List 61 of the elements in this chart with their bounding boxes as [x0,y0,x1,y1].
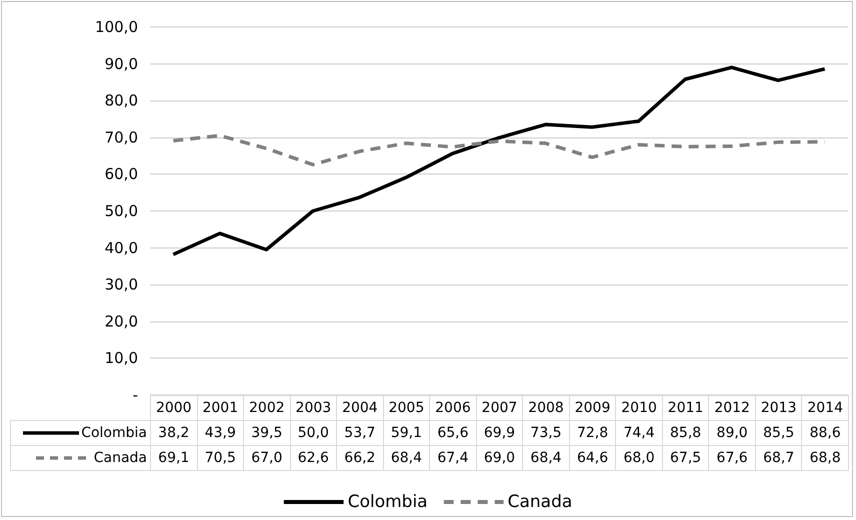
text: Colombia [348,492,428,512]
data-label: 59,1 [383,420,430,446]
x-tick-label: 2012 [708,396,756,420]
x-tick-label: 2013 [755,396,802,420]
data-label: 69,9 [476,420,523,446]
x-tick-label: 2009 [569,396,616,420]
data-label: 62,6 [290,446,337,470]
data-label: 85,5 [755,420,802,446]
data-label: 69,0 [476,446,523,470]
y-tick-label: 100,0 [95,18,138,36]
data-label: 68,0 [616,446,662,470]
x-tick-label: 2005 [383,396,430,420]
line-series [172,66,826,256]
data-label: 68,4 [522,446,570,470]
data-label: 69,1 [150,446,198,470]
legend-label: Canada [10,446,150,470]
data-label: 64,6 [569,446,616,470]
x-tick-label: 2006 [430,396,476,420]
data-label: 39,5 [244,420,290,446]
legend-label: Colombia [10,420,150,446]
x-tick-label: 2004 [336,396,384,420]
x-tick-label: 2014 [802,396,848,420]
y-tick-label: 60,0 [104,165,138,184]
data-label: 68,8 [802,446,848,470]
x-tick-label: 2000 [150,396,198,420]
x-tick-label: 2007 [476,396,523,420]
x-tick-label: 2003 [290,396,337,420]
data-label: 50,0 [290,420,337,446]
x-tick-label: 2001 [197,396,244,420]
y-tick-label: 50,0 [104,202,138,220]
y-tick-label: 10,0 [104,349,138,368]
data-label: 67,4 [430,446,476,470]
data-label: 38,2 [150,420,198,446]
data-label: 68,4 [383,446,430,470]
data-label: 67,6 [708,446,756,470]
data-label: 74,4 [616,420,662,446]
data-label: 67,0 [244,446,290,470]
data-label: 88,6 [802,420,848,446]
data-label: 43,9 [197,420,244,446]
x-tick-label: 2011 [662,396,709,420]
data-label: 70,5 [197,446,244,470]
data-label: 73,5 [522,420,570,446]
y-tick-label: 30,0 [104,276,138,294]
text: Canada [508,492,572,512]
x-tick-label: 2002 [244,396,290,420]
y-tick-label: 90,0 [104,54,138,73]
data-label: 72,8 [569,420,616,446]
data-label: 67,5 [662,446,709,470]
y-tick-label: 20,0 [104,312,138,330]
data-label: 65,6 [430,420,476,446]
data-label: 85,8 [662,420,709,446]
data-label: 66,2 [336,446,384,470]
data-label: 89,0 [708,420,756,446]
data-label: 53,7 [336,420,384,446]
x-tick-label: 2008 [522,396,570,420]
y-tick-label: - [132,386,138,404]
data-label: 68,7 [755,446,802,470]
y-tick-label: 40,0 [104,238,138,257]
y-tick-label: 80,0 [104,92,138,110]
x-tick-label: 2010 [616,396,662,420]
y-tick-label: 70,0 [104,128,138,146]
